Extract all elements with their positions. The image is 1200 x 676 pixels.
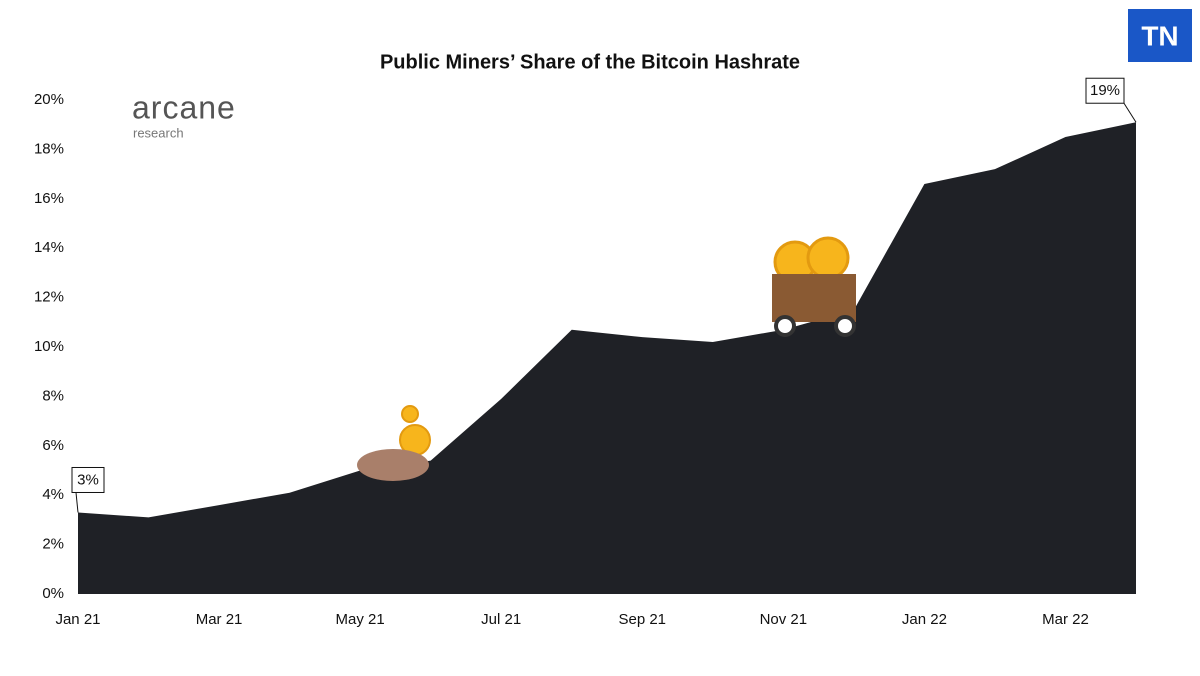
x-tick-label: Mar 22 xyxy=(1042,611,1089,628)
y-tick-label: 14% xyxy=(34,239,64,256)
y-tick-label: 12% xyxy=(34,289,64,306)
x-tick-label: Jan 22 xyxy=(902,611,947,628)
label-box xyxy=(1085,77,1125,104)
badge-text: TN xyxy=(1141,20,1178,51)
y-tick-label: 4% xyxy=(42,486,64,503)
rock-pile xyxy=(357,449,429,481)
label-box xyxy=(71,466,105,493)
label-connector xyxy=(75,492,79,513)
x-tick-label: May 21 xyxy=(336,611,385,628)
y-tick-label: 16% xyxy=(34,190,64,207)
chart-title: Public Miners’ Share of the Bitcoin Hash… xyxy=(380,51,800,73)
coin xyxy=(806,236,850,280)
cart xyxy=(772,274,856,322)
value-label: 3% xyxy=(77,471,99,488)
x-tick-label: Nov 21 xyxy=(760,611,808,628)
y-tick-label: 2% xyxy=(42,536,64,553)
wheel xyxy=(834,315,856,337)
x-tick-label: Sep 21 xyxy=(618,611,666,628)
x-tick-label: Jul 21 xyxy=(481,611,521,628)
x-tick-label: Jan 21 xyxy=(55,611,100,628)
y-tick-label: 10% xyxy=(34,338,64,355)
logo: arcane xyxy=(132,89,236,125)
y-tick-label: 8% xyxy=(42,387,64,404)
value-label: 19% xyxy=(1090,82,1120,99)
y-tick-label: 20% xyxy=(34,91,64,108)
area xyxy=(78,122,1136,594)
coin xyxy=(401,405,419,423)
label-connector xyxy=(1123,102,1137,123)
y-tick-label: 6% xyxy=(42,437,64,454)
wheel xyxy=(774,315,796,337)
logo-sub: research xyxy=(133,125,184,140)
y-tick-label: 18% xyxy=(34,140,64,157)
badge xyxy=(1128,9,1192,62)
y-tick-label: 0% xyxy=(42,585,64,602)
x-tick-label: Mar 21 xyxy=(196,611,243,628)
